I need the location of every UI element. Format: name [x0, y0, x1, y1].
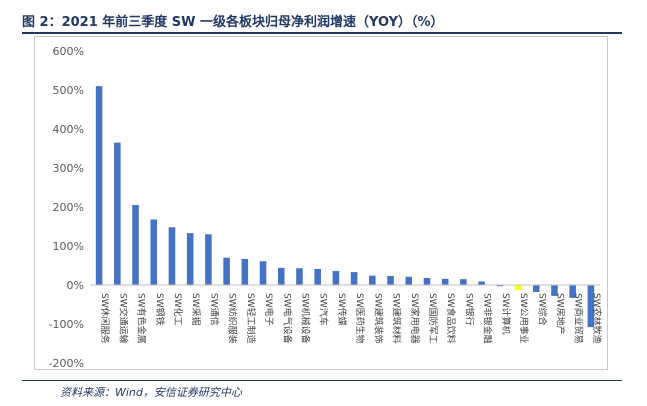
- x-tick-label: SW医药生物: [354, 293, 366, 344]
- x-tick-label: SW银行: [463, 293, 475, 326]
- x-tick-label: SW商业贸易: [573, 293, 585, 344]
- bar: [132, 205, 139, 285]
- bar: [551, 285, 558, 296]
- x-tick-label: SW房地产: [554, 293, 566, 335]
- bar: [277, 267, 285, 285]
- title-bar: 图 2：2021 年前三季度 SW 一级各板块归母净利润增速（YOY）（%）: [22, 6, 622, 34]
- y-tick-label: -200%: [49, 357, 84, 370]
- bar: [569, 285, 576, 298]
- bar: [496, 285, 504, 287]
- y-tick-label: 600%: [53, 45, 84, 58]
- chart-title: 图 2：2021 年前三季度 SW 一级各板块归母净利润增速（YOY）（%）: [22, 15, 444, 30]
- x-tick-label: SW休闲服务: [99, 293, 111, 344]
- x-tick-label: SW通信: [208, 293, 220, 326]
- bar: [587, 285, 595, 328]
- x-tick-label: SW综合: [536, 293, 548, 326]
- x-tick-label: SW纺织服装: [227, 293, 239, 344]
- bar: [332, 270, 340, 285]
- bar: [186, 233, 194, 285]
- bar: [423, 277, 431, 285]
- bar: [205, 234, 212, 285]
- bar: [150, 219, 158, 285]
- y-tick-label: 300%: [53, 162, 84, 175]
- bar: [441, 278, 449, 285]
- bar: [314, 269, 321, 285]
- bar: [405, 276, 413, 285]
- y-tick-label: 200%: [53, 201, 84, 214]
- x-tick-label: SW机械设备: [299, 293, 311, 344]
- bar: [95, 86, 103, 285]
- bar: [241, 258, 249, 285]
- bar: [460, 279, 467, 285]
- x-tick-label: SW公用事业: [518, 293, 530, 344]
- x-tick-label: SW采掘: [190, 293, 202, 326]
- x-tick-label: SW传媒: [336, 293, 348, 326]
- bar: [350, 272, 358, 285]
- x-tick-label: SW钢铁: [154, 293, 166, 326]
- x-tick-label: SW汽车: [318, 293, 330, 326]
- plot-frame: [34, 36, 608, 370]
- x-tick-label: SW电子: [263, 293, 275, 326]
- footer-divider: [22, 380, 622, 381]
- x-tick-label: SW交通运输: [117, 293, 129, 344]
- bar: [114, 142, 121, 285]
- x-tick-label: SW建筑装饰: [372, 293, 384, 344]
- x-tick-label: SW化工: [172, 293, 184, 326]
- bar-chart: 600% 500% 400% 300% 200% 100% 0% -100% -200% SW休…: [49, 45, 603, 370]
- bars: [95, 86, 595, 328]
- x-tick-label: SW家用电器: [409, 293, 421, 344]
- x-tick-label: SW非银金融: [482, 293, 494, 344]
- bar: [223, 257, 230, 285]
- bar: [168, 227, 176, 285]
- x-tick-label: SW电气设备: [281, 293, 293, 344]
- x-tick-label: SW有色金属: [136, 293, 148, 344]
- bar: [514, 285, 522, 291]
- y-tick-label: 500%: [53, 84, 84, 97]
- x-tick-label: SW轻工制造: [245, 293, 257, 344]
- y-axis-labels: 600% 500% 400% 300% 200% 100% 0% -100% -200%: [49, 45, 84, 370]
- bar: [387, 276, 394, 285]
- bar: [532, 285, 540, 293]
- x-tick-label: SW农林牧渔: [591, 293, 603, 344]
- y-tick-label: 400%: [53, 123, 84, 136]
- bar: [296, 268, 303, 285]
- y-tick-label: 100%: [53, 240, 84, 253]
- x-tick-label: SW食品饮料: [445, 293, 457, 344]
- bar: [369, 275, 376, 285]
- y-tick-label: -100%: [49, 318, 84, 331]
- y-tick-label: 0%: [67, 279, 84, 292]
- x-tick-label: SW国防军工: [427, 293, 439, 344]
- x-tick-label: SW计算机: [500, 293, 512, 335]
- bar: [478, 281, 485, 285]
- x-tick-label: SW建筑材料: [391, 293, 403, 344]
- bar: [259, 261, 267, 285]
- source-note: 资料来源：Wind，安信证券研究中心: [60, 386, 242, 399]
- x-axis-labels: SW休闲服务 SW交通运输 SW有色金属 SW钢铁 SW化工 SW采掘 SW通信 SW纺织服装…: [99, 293, 603, 344]
